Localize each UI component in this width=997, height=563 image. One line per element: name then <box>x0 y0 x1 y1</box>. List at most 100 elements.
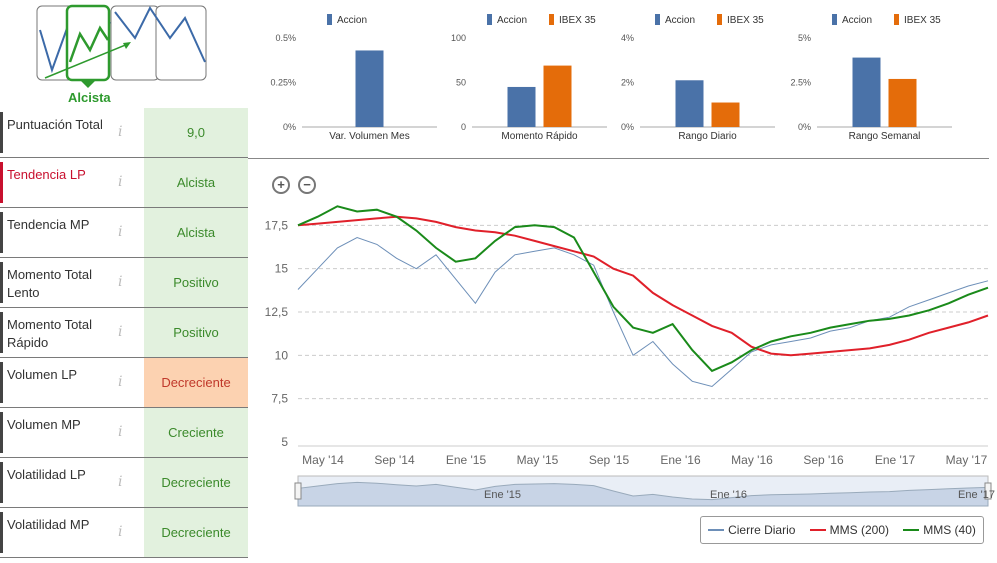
section-divider <box>248 158 989 159</box>
y-tick-label: 2% <box>621 78 634 88</box>
metric-label: Tendencia LP <box>7 167 86 182</box>
trend-selected-frame[interactable] <box>65 4 111 82</box>
legend-label: Accion <box>497 15 527 26</box>
y-tick-label: 100 <box>451 33 466 43</box>
legend-swatch <box>894 14 899 25</box>
y-tick-label: 7,5 <box>271 392 288 406</box>
legend-swatch <box>809 529 826 531</box>
row-indicator <box>0 112 3 153</box>
info-icon[interactable]: i <box>118 524 123 540</box>
info-icon[interactable]: i <box>118 274 123 290</box>
metric-row[interactable]: Tendencia LP i Alcista <box>0 158 248 208</box>
category-label: Rango Semanal <box>849 131 921 142</box>
metric-row[interactable]: Volatilidad LP i Decreciente <box>0 458 248 508</box>
legend-label: Accion <box>842 15 872 26</box>
info-icon[interactable]: i <box>118 124 123 140</box>
metric-value: 9,0 <box>144 108 248 157</box>
info-icon[interactable]: i <box>118 224 123 240</box>
metric-value: Alcista <box>144 158 248 207</box>
y-tick-label: 2.5% <box>790 78 811 88</box>
category-label: Var. Volumen Mes <box>329 131 409 142</box>
metric-value: Alcista <box>144 208 248 257</box>
x-tick-label: Ene '17 <box>875 453 916 467</box>
category-label: Rango Diario <box>678 131 737 142</box>
metric-label: Tendencia MP <box>7 217 90 232</box>
metric-label: Volatilidad MP <box>7 517 90 532</box>
info-icon[interactable]: i <box>118 474 123 490</box>
metric-label: Volatilidad LP <box>7 467 86 482</box>
category-label: Momento Rápido <box>501 131 578 142</box>
legend-item[interactable]: Cierre Diario <box>708 523 795 537</box>
legend-swatch <box>708 529 725 531</box>
main-chart-legend: Cierre Diario MMS (200) MMS (40) <box>700 516 984 544</box>
bar-accion <box>852 57 881 127</box>
legend-swatch <box>832 14 837 25</box>
row-indicator <box>0 512 3 553</box>
metric-value: Decreciente <box>144 458 248 507</box>
navigator-handle-left[interactable] <box>294 482 302 500</box>
legend-item[interactable]: MMS (200) <box>809 523 889 537</box>
y-tick-label: 0% <box>798 122 811 132</box>
x-tick-label: May '17 <box>946 453 988 467</box>
zoom-in-icon[interactable]: + <box>272 176 290 194</box>
row-indicator <box>0 412 3 453</box>
x-tick-label: May '15 <box>517 453 559 467</box>
bar-ibex <box>543 65 572 127</box>
y-tick-label: 5% <box>798 33 811 43</box>
metric-row[interactable]: Volumen MP i Creciente <box>0 408 248 458</box>
x-tick-label: Sep '15 <box>589 453 630 467</box>
bar-accion <box>507 86 536 127</box>
metric-value: Positivo <box>144 308 248 357</box>
metric-value: Positivo <box>144 258 248 307</box>
y-tick-label: 0% <box>283 122 296 132</box>
row-indicator <box>0 362 3 403</box>
info-icon[interactable]: i <box>118 374 123 390</box>
metric-label: Volumen LP <box>7 367 78 382</box>
legend-item[interactable]: MMS (40) <box>903 523 976 537</box>
info-icon[interactable]: i <box>118 174 123 190</box>
y-tick-label: 0 <box>461 122 466 132</box>
x-tick-label: May '14 <box>302 453 344 467</box>
zoom-out-icon[interactable]: − <box>298 176 316 194</box>
bar-accion <box>355 50 384 127</box>
metric-row[interactable]: Volumen LP i Decreciente <box>0 358 248 408</box>
bar-ibex <box>888 78 917 127</box>
metric-label: Momento Total Lento <box>7 267 93 300</box>
trend-illustration <box>36 4 207 88</box>
navigator-series <box>297 481 989 507</box>
metric-row[interactable]: Puntuación Total i 9,0 <box>0 108 248 158</box>
info-icon[interactable]: i <box>118 424 123 440</box>
metric-label: Momento Total Rápido <box>7 317 93 350</box>
series-mms-200 <box>297 215 989 357</box>
info-icon[interactable]: i <box>118 324 123 340</box>
mini-chart-momento: Accion IBEX 35 100 50 0 Momento Rápido <box>440 8 615 148</box>
row-indicator <box>0 212 3 253</box>
metric-row[interactable]: Tendencia MP i Alcista <box>0 208 248 258</box>
x-tick-label: Sep '16 <box>803 453 844 467</box>
legend-label: Accion <box>665 15 695 26</box>
metrics-list: Puntuación Total i 9,0 Tendencia LP i Alcista… <box>0 108 248 558</box>
legend-swatch <box>549 14 554 25</box>
metric-row[interactable]: Momento Total Lento i Positivo <box>0 258 248 308</box>
mini-chart-var-volumen: Accion 0.5% 0.25% 0% Var. Volumen Mes <box>270 8 445 148</box>
x-tick-label: Sep '14 <box>374 453 415 467</box>
y-tick-label: 0.5% <box>275 33 296 43</box>
metric-row[interactable]: Momento Total Rápido i Positivo <box>0 308 248 358</box>
y-tick-label: 12,5 <box>265 305 289 319</box>
legend-label: Accion <box>337 15 367 26</box>
navigator-handle-right[interactable] <box>984 482 992 500</box>
series-mms-40 <box>297 205 989 373</box>
navigator-tick-label: Ene '17 <box>958 489 995 501</box>
y-tick-label: 17,5 <box>265 218 289 232</box>
legend-label: MMS (40) <box>923 523 976 537</box>
mini-chart-rango-diario: Accion IBEX 35 4% 2% 0% Rango Diario <box>608 8 783 148</box>
legend-label: MMS (200) <box>829 523 889 537</box>
legend-swatch <box>903 529 920 531</box>
trend-label: Alcista <box>68 90 111 105</box>
legend-label: IBEX 35 <box>727 15 764 26</box>
x-tick-label: Ene '16 <box>660 453 701 467</box>
y-tick-label: 4% <box>621 33 634 43</box>
y-tick-label: 0% <box>621 122 634 132</box>
metric-row[interactable]: Volatilidad MP i Decreciente <box>0 508 248 558</box>
